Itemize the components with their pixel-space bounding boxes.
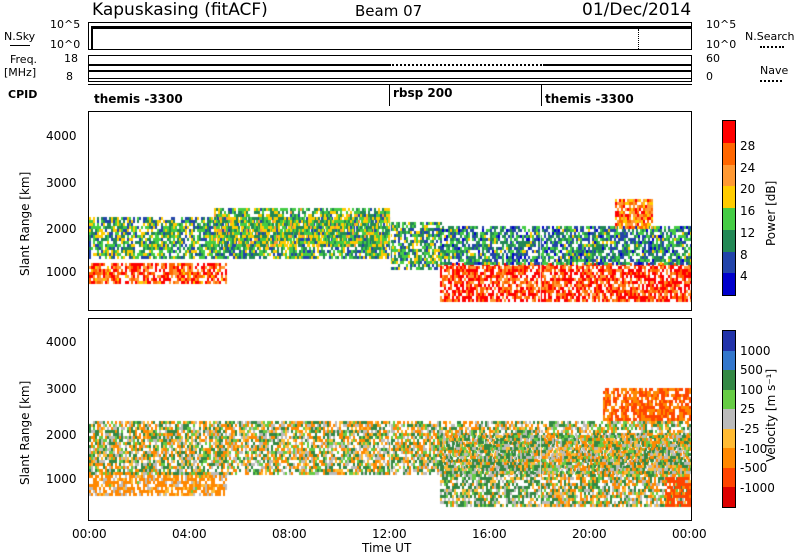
freq-panel (88, 55, 692, 82)
freq-trace (89, 70, 691, 72)
power-ylabel: Slant Range [km] (18, 171, 32, 276)
nsky-label: N.Sky (4, 30, 36, 43)
velocity-colorbar-swatch-5 (723, 428, 735, 449)
power-cb-tick-24: 24 (740, 161, 756, 175)
velocity-cb-tick-neg100: -100 (740, 442, 768, 456)
nave-tick-high: 60 (706, 52, 720, 65)
velocity-ytick-1000: 1000 (46, 472, 77, 486)
velocity-cb-tick-neg1000: -1000 (740, 481, 775, 495)
nave-tick-low: 0 (706, 70, 713, 83)
velocity-ytick-2000: 2000 (46, 428, 77, 442)
power-colorbar-swatch-3 (723, 186, 735, 209)
nave-trace-solid-left (89, 64, 389, 66)
velocity-colorbar-swatch-3 (723, 389, 735, 410)
velocity-cb-tick-neg500: -500 (740, 461, 768, 475)
power-colorbar-swatch-5 (723, 229, 735, 252)
site-title: Kapuskasing (fitACF) (92, 0, 268, 20)
freq-low-trace (89, 78, 691, 79)
cpid-segment-3: themis -3300 (545, 92, 634, 106)
nsky-trace (92, 26, 691, 29)
power-colorbar-swatch-1 (723, 142, 735, 165)
cpid-divider-1 (389, 84, 390, 106)
nsearch-dip (638, 29, 639, 49)
velocity-colorbar-swatch-8 (723, 487, 735, 508)
velocity-ytick-3000: 3000 (46, 382, 77, 396)
nave-trace-solid-right (545, 64, 691, 66)
nsky-panel (88, 22, 692, 50)
power-ytick-1000: 1000 (46, 265, 77, 279)
nsky-start-spike (91, 26, 93, 50)
xtick-2000: 20:00 (572, 527, 607, 541)
nsky-tick-high: 10^5 (50, 18, 81, 31)
power-colorbar-swatch-6 (723, 251, 735, 274)
velocity-cb-tick-100: 100 (740, 383, 763, 397)
xtick-2400: 00:00 (672, 527, 707, 541)
nsearch-label: N.Search (745, 30, 795, 43)
xtick-0000: 00:00 (72, 527, 107, 541)
power-colorbar-swatch-0 (723, 121, 735, 143)
velocity-colorbar-swatch-0 (723, 331, 735, 351)
xtick-1200: 12:00 (372, 527, 407, 541)
freq-tick-high: 18 (64, 52, 78, 65)
velocity-colorbar (722, 330, 736, 508)
velocity-cb-label: Velocity [m s⁻¹] (764, 368, 778, 462)
velocity-colorbar-swatch-7 (723, 467, 735, 488)
velocity-colorbar-swatch-1 (723, 350, 735, 371)
power-panel (88, 111, 692, 311)
velocity-ylabel: Slant Range [km] (18, 380, 32, 485)
velocity-cb-tick-25: 25 (740, 402, 756, 416)
x-axis-label: Time UT (362, 541, 412, 555)
xtick-1600: 16:00 (472, 527, 507, 541)
power-colorbar-swatch-2 (723, 164, 735, 187)
power-heatmap (89, 112, 691, 310)
power-colorbar-swatch-4 (723, 208, 735, 230)
nave-label: Nave (760, 64, 789, 77)
date-label: 01/Dec/2014 (582, 0, 692, 20)
power-cb-tick-20: 20 (740, 182, 756, 196)
velocity-heatmap (89, 319, 691, 520)
velocity-cb-tick-500: 500 (740, 363, 763, 377)
velocity-colorbar-swatch-2 (723, 370, 735, 391)
nsearch-tick-low: 10^0 (706, 38, 737, 51)
power-ytick-3000: 3000 (46, 176, 77, 190)
power-cb-tick-4: 4 (740, 269, 748, 283)
power-colorbar-swatch-7 (723, 273, 735, 296)
velocity-colorbar-swatch-6 (723, 448, 735, 469)
velocity-cb-tick-neg25: -25 (740, 422, 760, 436)
freq-label: Freq. (10, 53, 38, 66)
cpid-label: CPID (8, 88, 38, 101)
cpid-divider-2 (541, 84, 542, 106)
power-cb-tick-8: 8 (740, 248, 748, 262)
nsearch-legend-line (760, 46, 784, 48)
cpid-top-line (88, 84, 692, 85)
freq-tick-low: 8 (66, 70, 73, 83)
cpid-segment-1: themis -3300 (94, 92, 183, 106)
power-ytick-2000: 2000 (46, 222, 77, 236)
velocity-colorbar-swatch-4 (723, 409, 735, 430)
xtick-0800: 08:00 (272, 527, 307, 541)
power-ytick-4000: 4000 (46, 129, 77, 143)
velocity-panel (88, 318, 692, 521)
beam-label: Beam 07 (355, 2, 423, 20)
nsky-underline (10, 45, 30, 46)
nave-legend-line (760, 80, 782, 82)
power-cb-tick-28: 28 (740, 139, 756, 153)
freq-unit: [MHz] (4, 66, 37, 79)
power-cb-tick-12: 12 (740, 226, 756, 240)
velocity-cb-tick-1000: 1000 (740, 344, 771, 358)
velocity-ytick-4000: 4000 (46, 335, 77, 349)
power-colorbar (722, 120, 736, 296)
xtick-0400: 04:00 (172, 527, 207, 541)
nsearch-tick-high: 10^5 (706, 18, 737, 31)
nsky-tick-low: 10^0 (50, 38, 81, 51)
cpid-segment-2: rbsp 200 (393, 86, 453, 100)
nave-trace-dotted (389, 64, 545, 66)
power-cb-label: Power [dB] (764, 180, 778, 246)
power-cb-tick-16: 16 (740, 204, 756, 218)
